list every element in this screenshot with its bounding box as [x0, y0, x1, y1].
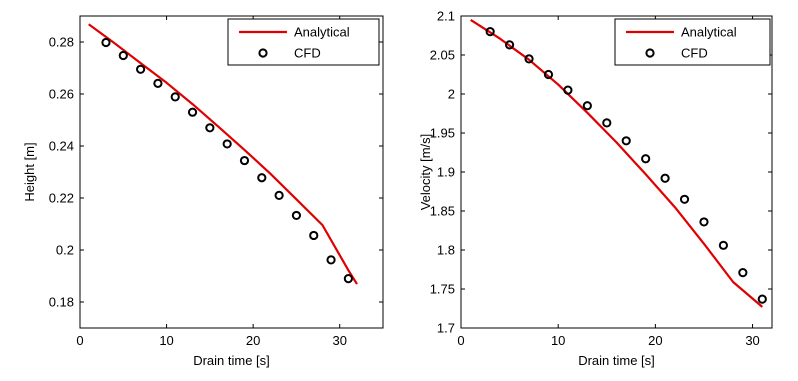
chart-0-cfd-point: [309, 230, 319, 241]
chart-1-legend-label-analytical: Analytical: [681, 25, 737, 40]
chart-0-cfd-point: [291, 210, 302, 221]
chart-1-cfd-point: [504, 40, 515, 50]
chart-1-ytick-label: 2: [448, 87, 455, 102]
chart-1-cfd-point: [660, 173, 670, 183]
chart-0-ytick-label: 0.24: [49, 139, 74, 154]
chart-0-xtick-label: 20: [246, 333, 260, 348]
chart-1-ytick-label: 1.9: [437, 165, 455, 180]
chart-1-ytick-label: 2.05: [430, 48, 455, 63]
chart-1-ytick-label: 2.1: [437, 9, 455, 24]
chart-1-cfd-point: [757, 294, 767, 304]
velocity-chart: 0 10 20 30 1.7 1.75 1.8 1.85 1.9 1.95 2 2.05 2.1 Drai…: [418, 9, 773, 368]
chart-0-legend-label-cfd: CFD: [294, 46, 321, 61]
chart-1-cfd-point: [563, 85, 573, 95]
chart-0-cfd-point: [118, 50, 128, 61]
chart-0-cfd-point: [274, 190, 284, 200]
chart-0-xtick-label: 30: [332, 333, 346, 348]
chart-0-cfd-point: [222, 139, 232, 149]
chart-0-ytick-label: 0.18: [49, 295, 74, 310]
chart-0-legend-label-analytical: Analytical: [294, 25, 350, 40]
chart-1-cfd-point: [621, 136, 631, 146]
chart-0-cfd-point: [326, 255, 336, 265]
chart-1-cfd-point: [485, 27, 495, 37]
chart-0-legend: [227, 18, 380, 66]
chart-0-xlabel: Drain time [s]: [193, 353, 270, 368]
chart-0-cfd-point: [343, 274, 353, 284]
chart-1-cfd-point: [641, 154, 651, 164]
chart-0-cfd-point: [257, 173, 267, 183]
chart-1-cfd-point: [602, 118, 612, 128]
chart-1-ytick-label: 1.7: [437, 321, 455, 336]
chart-0-ytick-label: 0.28: [49, 35, 74, 50]
chart-0-legend-cfd-swatch: [258, 48, 268, 58]
chart-1-plot-area: [460, 15, 773, 329]
chart-1-cfd-point: [699, 217, 709, 227]
chart-0-cfd-point: [170, 92, 180, 102]
chart-1-ylabel: Velocity [m/s]: [418, 134, 433, 211]
chart-0-ytick-label: 0.2: [56, 243, 74, 258]
chart-1-xtick-label: 0: [457, 333, 464, 348]
chart-1-ytick-label: 1.75: [430, 282, 455, 297]
chart-0-cfd-point: [136, 64, 146, 74]
chart-0-ytick-label: 0.26: [49, 87, 74, 102]
chart-1-cfd-point: [543, 69, 554, 80]
chart-1-xtick-label: 30: [745, 333, 759, 348]
chart-1-cfd-point: [679, 194, 690, 204]
chart-1-cfd-point: [718, 240, 729, 250]
chart-1-xlabel: Drain time [s]: [578, 353, 655, 368]
chart-1-ytick-label: 1.95: [430, 126, 455, 141]
chart-0-xtick-label: 10: [159, 333, 173, 348]
chart-0-xtick-label: 0: [76, 333, 83, 348]
chart-1-ytick-label: 1.85: [430, 204, 455, 219]
chart-0-cfd-point: [101, 37, 111, 48]
chart-1-legend-cfd-swatch: [645, 48, 655, 58]
chart-0-ytick-label: 0.22: [49, 191, 74, 206]
chart-1-xtick-label: 20: [648, 333, 662, 348]
chart-0-ylabel: Height [m]: [22, 142, 37, 201]
chart-0-series-analytical-line: [88, 23, 358, 285]
chart-1-cfd-point: [738, 268, 748, 278]
chart-1-ytick-label: 1.8: [437, 243, 455, 258]
chart-1-legend: [614, 18, 771, 66]
chart-0-cfd-point: [239, 155, 250, 166]
chart-1-series-analytical-line: [470, 18, 764, 308]
chart-0-cfd-point: [205, 123, 215, 133]
chart-0-plot-area: [79, 15, 384, 329]
chart-0-cfd-point: [187, 107, 198, 117]
chart-0-cfd-point: [153, 78, 163, 88]
height-chart: 0 10 20 30 0.18 0.2 0.22 0.24 0.26 0.28 Drain time…: [22, 15, 384, 368]
chart-1-cfd-point: [582, 101, 592, 111]
chart-1-cfd-point: [524, 54, 534, 64]
chart-1-legend-label-cfd: CFD: [681, 46, 708, 61]
chart-1-xtick-label: 10: [551, 333, 565, 348]
